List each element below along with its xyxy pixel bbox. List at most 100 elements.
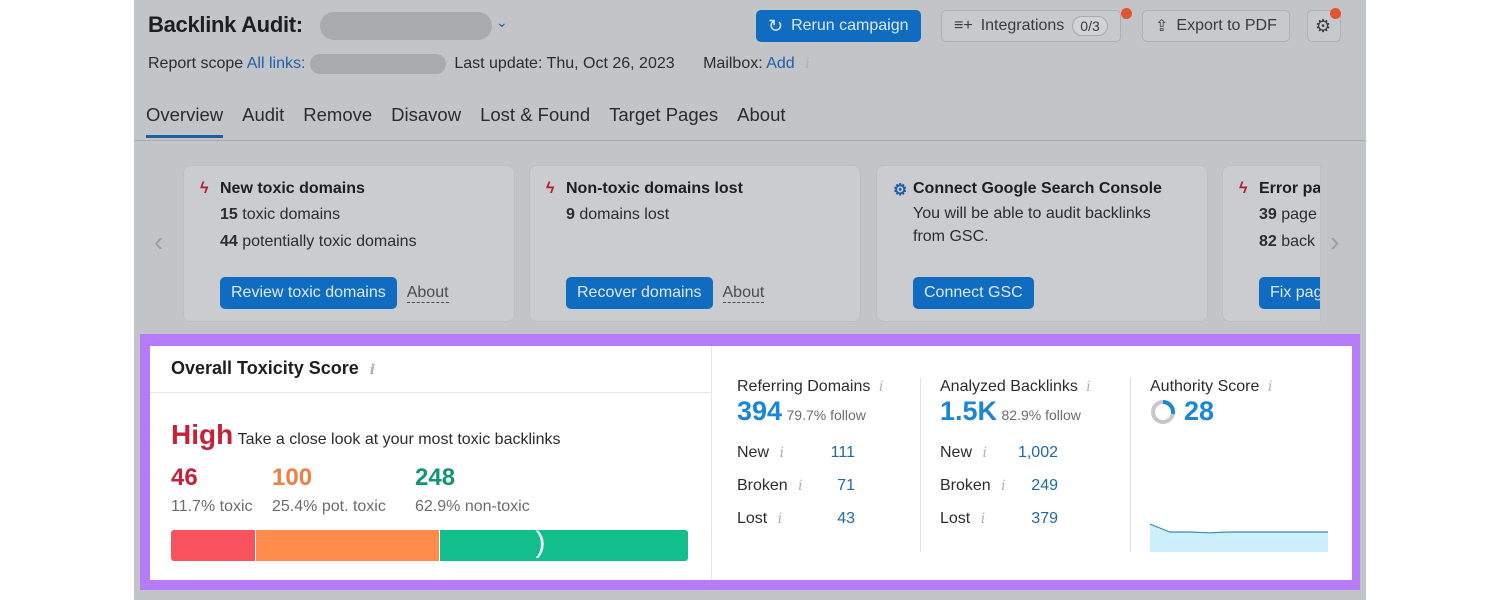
pot-toxic-label: 25.4% pot. toxic (272, 498, 386, 515)
card-title: Non-toxic domains lost (566, 180, 743, 197)
card-title: Connect Google Search Console (913, 180, 1162, 197)
pot-toxic-count: 100 (272, 464, 313, 491)
row-value[interactable]: 71 (837, 477, 855, 494)
info-icon[interactable]: i (1001, 478, 1006, 494)
toxicity-message: Take a close look at your most toxic bac… (237, 431, 561, 448)
trend-line (1150, 523, 1328, 534)
tab-audit[interactable]: Audit (242, 104, 285, 125)
backlinks-follow: 82.9% follow (1001, 407, 1081, 423)
info-icon[interactable]: i (1267, 379, 1273, 395)
row-value[interactable]: 1,002 (1017, 444, 1058, 461)
card-text: You will be able to audit backlinks from… (913, 205, 1151, 245)
info-icon[interactable]: i (982, 445, 987, 461)
authority-donut-icon (1151, 399, 1175, 424)
summary-panel: Overall Toxicity Score i High Take a clo… (150, 346, 1352, 580)
row-value[interactable]: 43 (837, 510, 855, 527)
card-connect-gsc: ⚙ Connect Google Search Console You will … (876, 165, 1208, 322)
refresh-icon: ↻ (768, 15, 784, 36)
info-icon[interactable]: i (980, 511, 986, 527)
rerun-campaign-button[interactable]: ↻ Rerun campaign (756, 10, 921, 42)
about-link[interactable]: About (722, 283, 765, 303)
non-toxic-count: 248 (415, 464, 456, 491)
review-toxic-domains-button[interactable]: Review toxic domains (220, 277, 397, 309)
tab-target-pages[interactable]: Target Pages (609, 104, 719, 125)
info-icon[interactable]: i (805, 56, 810, 73)
scope-link[interactable]: All links: (246, 55, 306, 73)
authority-score-widget: Authority Score i 28 (1150, 378, 1272, 427)
highlight-frame: Overall Toxicity Score i High Take a clo… (140, 334, 1360, 590)
row-value[interactable]: 111 (830, 444, 855, 461)
carousel-prev-icon[interactable]: ‹ (154, 226, 164, 257)
toxic-stat: 46 11.7% toxic (171, 464, 253, 516)
divider (134, 140, 1366, 141)
info-icon[interactable]: i (369, 362, 376, 378)
info-icon[interactable]: i (779, 445, 784, 461)
tab-disavow[interactable]: Disavow (391, 104, 462, 125)
project-name-redacted[interactable] (320, 12, 492, 40)
tab-remove[interactable]: Remove (303, 104, 373, 125)
count-label: domains lost (579, 206, 670, 223)
card-new-toxic-domains: ϟ New toxic domains 15 toxic domains 44 p… (183, 165, 515, 322)
carousel-next-icon[interactable]: › (1330, 226, 1340, 257)
toxicity-level: High (171, 419, 234, 450)
pot-toxic-stat: 100 25.4% pot. toxic (272, 464, 386, 516)
row-label: Broken (940, 477, 991, 494)
export-pdf-button[interactable]: ⇪ Export to PDF (1142, 10, 1290, 42)
tab-about[interactable]: About (737, 104, 786, 125)
gear-icon: ⚙ (1315, 15, 1332, 36)
toxic-count: 46 (171, 464, 198, 491)
count: 39 (1259, 206, 1277, 223)
row-label: Lost (737, 510, 768, 527)
referring-follow: 79.7% follow (786, 407, 866, 423)
row-value[interactable]: 379 (1031, 510, 1058, 527)
referring-value[interactable]: 394 (737, 396, 783, 426)
row-label: Broken (737, 477, 788, 494)
mailbox-add-link[interactable]: Add (766, 55, 795, 73)
chevron-down-icon[interactable]: ⌄ (496, 14, 508, 30)
notification-dot (1121, 8, 1132, 19)
scope-label: Report scope (148, 55, 244, 73)
referring-title: Referring Domains (737, 378, 871, 395)
count-label: toxic domains (242, 206, 341, 223)
row-value[interactable]: 249 (1031, 477, 1058, 494)
about-link[interactable]: About (406, 283, 449, 303)
backlinks-value[interactable]: 1.5K (940, 396, 998, 426)
card-non-toxic-lost: ϟ Non-toxic domains lost 9 domains lost R… (529, 165, 861, 322)
toxicity-widget: Overall Toxicity Score i High Take a clo… (150, 346, 712, 580)
referring-row-lost: Lost i 43 (737, 510, 887, 528)
backlinks-title: Analyzed Backlinks (940, 378, 1078, 395)
connect-gsc-button[interactable]: Connect GSC (913, 277, 1034, 309)
toxic-label: 11.7% toxic (171, 498, 253, 515)
info-icon[interactable]: i (798, 478, 803, 494)
info-icon[interactable]: i (777, 511, 783, 527)
tab-overview[interactable]: Overview (146, 104, 224, 138)
toxicity-segment-1[interactable] (256, 530, 439, 561)
mailbox-label: Mailbox: (703, 55, 763, 73)
count: 9 (566, 206, 575, 223)
recover-domains-button[interactable]: Recover domains (566, 277, 713, 309)
fix-pages-button[interactable]: Fix pag (1259, 277, 1320, 309)
lightning-icon: ϟ (1239, 180, 1248, 197)
referring-domains-widget: Referring Domains i 394 79.7% follow (737, 378, 883, 427)
tab-lost-found[interactable]: Lost & Found (480, 104, 591, 125)
count-label: page (1281, 206, 1317, 223)
referring-row-new: New i 111 (737, 444, 887, 462)
info-icon[interactable]: i (1086, 379, 1091, 395)
count-label: potentially toxic domains (242, 233, 417, 250)
non-toxic-stat: 248 62.9% non-toxic (415, 464, 530, 516)
integrations-button[interactable]: ≡+ Integrations 0/3 (941, 10, 1121, 42)
toxicity-segment-0[interactable] (171, 530, 256, 561)
toxicity-segment-2[interactable]: ) (439, 528, 688, 561)
lightning-icon: ϟ (546, 180, 555, 197)
divider (920, 378, 921, 552)
referring-row-broken: Broken i 71 (737, 477, 887, 495)
backlinks-row-lost: Lost i 379 (940, 510, 1090, 528)
card-title: New toxic domains (220, 180, 365, 197)
info-icon[interactable]: i (878, 379, 884, 395)
integrations-label: Integrations (980, 17, 1065, 34)
authority-title: Authority Score (1150, 378, 1260, 395)
backlinks-row-broken: Broken i 249 (940, 477, 1090, 495)
backlinks-row-new: New i 1,002 (940, 444, 1090, 462)
scope-redacted (309, 54, 446, 74)
trend-area (1150, 524, 1328, 552)
